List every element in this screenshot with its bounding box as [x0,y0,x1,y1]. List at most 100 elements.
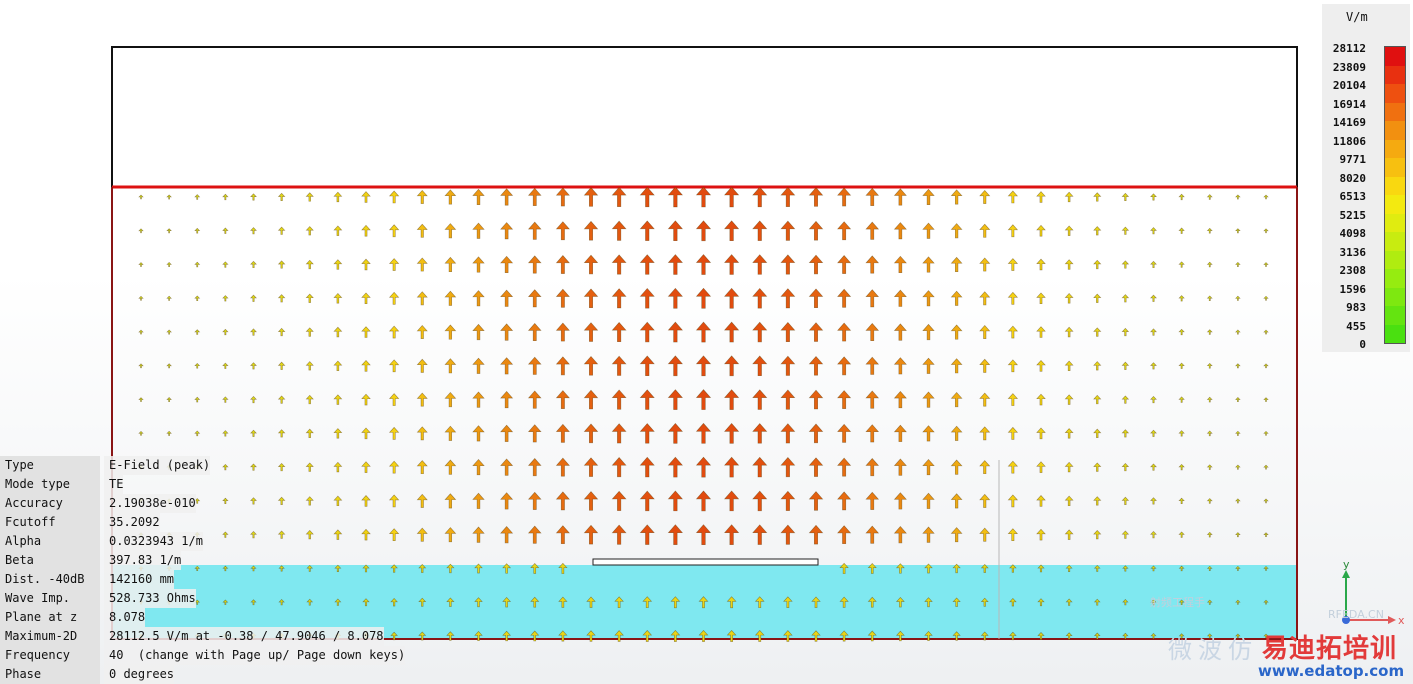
info-panel: Type E-Field (peak) Mode type TE Accuracy 2.1… [0,456,440,684]
field-arrow [639,423,655,444]
info-key: Accuracy [0,494,100,513]
colorbar-segment [1385,306,1405,325]
field-arrow [893,357,907,375]
field-arrow [500,188,514,206]
field-arrow [837,288,852,308]
field-arrow [837,457,852,477]
field-arrow [695,524,712,545]
field-arrow [837,356,852,376]
field-arrow [808,423,824,444]
field-arrow [333,360,343,371]
field-arrow [1009,564,1017,573]
field-arrow [1178,633,1185,639]
field-arrow [695,389,712,410]
field-arrow [611,524,627,545]
field-arrow [979,460,991,475]
field-arrow [611,288,627,309]
field-arrow [980,631,989,641]
field-arrow [611,389,627,410]
field-arrow [1121,462,1130,472]
field-arrow [611,220,627,241]
field-arrow [865,458,880,477]
field-arrow [1007,494,1019,508]
colorbar-segment [1385,324,1405,343]
field-arrow [639,355,655,376]
field-arrow [166,363,172,369]
field-arrow [1150,193,1157,201]
field-arrow [334,564,342,573]
field-arrow [388,291,400,305]
field-arrow [444,527,457,543]
field-arrow [667,321,684,343]
field-arrow [305,394,314,405]
field-arrow [166,295,172,301]
field-arrow [1263,566,1269,571]
colorbar [1384,46,1406,344]
field-arrow [780,288,796,309]
info-row: Dist. -40dB 142160 mm [0,570,440,589]
field-arrow [222,565,229,572]
field-arrow [555,255,570,274]
field-arrow [867,630,877,642]
field-arrows [138,186,1269,642]
field-arrow [837,322,852,342]
info-value: 35.2092 [104,513,160,532]
field-arrow [1178,430,1185,437]
field-arrow [754,630,765,642]
field-arrow [138,329,144,335]
field-arrow [667,422,684,444]
field-arrow [1093,293,1102,303]
field-arrow [305,529,314,540]
field-arrow [500,289,514,307]
field-arrow [893,526,907,544]
field-arrow [780,186,796,207]
field-arrow [950,425,963,441]
field-arrow [1206,396,1213,403]
field-arrow [558,562,568,574]
field-arrow [416,493,428,508]
field-arrow [893,289,907,307]
field-arrow [922,256,935,273]
field-arrow [444,392,457,408]
watermark-faint-rf: RFEDA.CN [1328,608,1384,621]
field-arrow [922,459,935,476]
field-arrow [583,322,599,342]
legend-tick: 0 [1359,338,1366,351]
field-arrow [922,323,935,341]
legend-tick: 983 [1346,301,1366,314]
field-arrow [277,260,286,269]
field-arrow [388,528,400,542]
field-arrow [1178,497,1185,505]
field-arrow [527,221,542,240]
field-arrow [1235,194,1241,200]
field-arrow [333,293,343,304]
colorbar-segment [1385,102,1405,121]
field-arrow [752,423,768,444]
info-key: Beta [0,551,100,570]
field-arrow [1206,565,1213,571]
y-axis-arrow-icon [1342,570,1350,578]
field-arrow [1178,261,1185,268]
field-arrow [1121,294,1130,303]
field-arrow [416,291,428,306]
field-arrow [1064,225,1074,236]
field-arrow [611,490,627,511]
field-arrow [1178,599,1185,605]
field-arrow [277,294,286,303]
info-value: 0 degrees [104,665,175,684]
field-arrow [639,288,655,309]
field-arrow [726,629,737,642]
field-arrow [194,396,201,403]
field-arrow [138,397,144,402]
field-arrow [138,295,144,301]
field-arrow [922,492,935,509]
field-arrow [194,295,201,302]
field-arrow [250,395,257,404]
field-arrow [611,457,627,478]
legend-tick: 14169 [1332,116,1366,129]
field-arrow [808,220,824,241]
field-arrow [1064,428,1074,439]
info-row: Frequency 40 (change with Page up/ Page d… [0,646,440,665]
field-arrow [555,356,570,376]
